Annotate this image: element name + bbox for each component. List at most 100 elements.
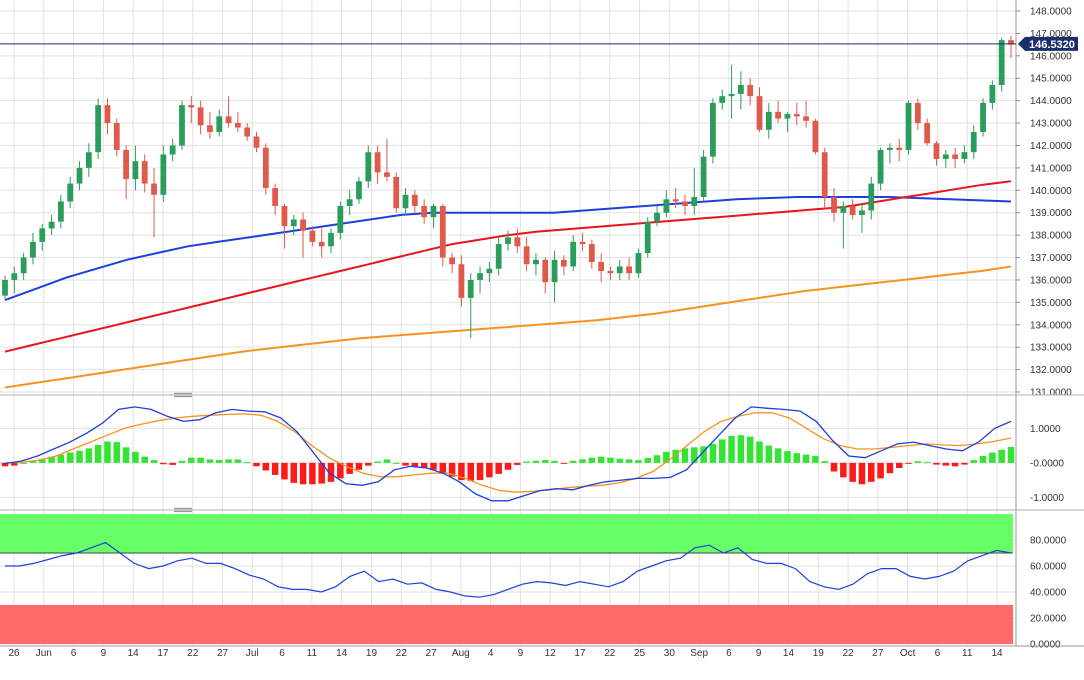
candle-body — [849, 205, 856, 215]
macd-histogram-bar — [253, 462, 260, 467]
current-price-tag — [1018, 36, 1078, 51]
macd-histogram-bar — [569, 460, 577, 463]
x-tick-label: 14 — [783, 648, 795, 659]
macd-histogram-bar — [979, 455, 987, 463]
x-tick-label: 11 — [307, 648, 318, 659]
candle-body — [561, 259, 567, 267]
candle-body — [234, 123, 241, 128]
rsi-zones — [0, 514, 1013, 644]
candle-body — [20, 257, 27, 274]
y-tick-label: 136.0000 — [1030, 275, 1072, 286]
candle-body — [495, 244, 502, 269]
candle-body — [635, 253, 642, 274]
macd-histogram-bar — [66, 452, 74, 463]
candle-body — [85, 152, 92, 168]
candle-body — [253, 136, 260, 148]
candle-body — [58, 201, 64, 222]
candle-body — [877, 149, 884, 184]
candle-body — [104, 105, 111, 124]
macd-histogram-bar — [104, 441, 111, 463]
macd-histogram-bar — [1, 462, 9, 467]
macd-histogram-bar — [402, 462, 409, 466]
candle-body — [793, 114, 800, 117]
y-tick-label: 132.0000 — [1030, 365, 1072, 376]
candle-body — [747, 84, 754, 97]
macd-histogram-bar — [57, 454, 65, 463]
macd-histogram-bar — [765, 445, 773, 463]
macd-histogram-bar — [541, 460, 549, 463]
candle-body — [700, 156, 707, 198]
candle-body — [11, 273, 18, 280]
rsi-tick-label: 0.0000 — [1030, 640, 1061, 651]
candle-body — [95, 105, 102, 153]
y-tick-label: 147.0000 — [1030, 29, 1072, 40]
rsi-oversold-zone — [0, 605, 1013, 644]
macd-histogram-bar — [607, 457, 614, 463]
x-tick-label: Sep — [690, 648, 708, 659]
candle-body — [300, 219, 306, 231]
candle-body — [30, 241, 36, 258]
macd-histogram-bar — [625, 459, 633, 463]
macd-histogram-bar — [318, 462, 325, 484]
x-tick-label: 22 — [842, 648, 854, 659]
x-tick-label: 22 — [604, 648, 616, 659]
candle-body — [654, 212, 660, 222]
x-tick-label: 22 — [187, 648, 199, 659]
candle-body — [467, 279, 474, 298]
candle-body — [402, 194, 409, 209]
candle-body — [737, 84, 744, 94]
x-tick-label: 11 — [962, 648, 973, 659]
macd-histogram-bar — [141, 456, 148, 463]
y-tick-label: 137.0000 — [1030, 253, 1072, 264]
rsi-tick-label: 60.0000 — [1030, 562, 1067, 573]
candle-body — [141, 161, 148, 184]
candle-body — [384, 172, 390, 177]
y-tick-label: 144.0000 — [1030, 96, 1072, 107]
macd-histogram-bar — [523, 461, 530, 463]
macd-histogram-bar — [271, 462, 279, 475]
candle-body — [831, 197, 837, 213]
macd-histogram-bar — [150, 460, 158, 463]
macd-histogram-bar — [132, 451, 139, 463]
candle-body — [942, 154, 949, 159]
macd-histogram-bar — [448, 462, 456, 477]
x-tick-label: 14 — [336, 648, 348, 659]
candle-body — [337, 205, 344, 233]
candle-body — [346, 199, 353, 206]
macd-histogram-bar — [616, 458, 624, 463]
candle-body — [887, 147, 893, 150]
candle-body — [374, 152, 381, 173]
macd-histogram-bar — [784, 451, 791, 463]
candle-body — [533, 259, 539, 265]
candle-body — [328, 232, 334, 247]
macd-tick-label: 1.0000 — [1030, 424, 1061, 435]
macd-histogram-bar — [951, 462, 959, 467]
candle-body — [840, 205, 847, 213]
macd-histogram-bar — [653, 455, 661, 463]
macd-histogram-bar — [821, 461, 828, 463]
macd-histogram-bar — [718, 439, 726, 463]
candle-body — [756, 96, 763, 130]
macd-histogram-bar — [868, 462, 875, 482]
candle-body — [207, 125, 213, 133]
x-tick-label: 30 — [664, 648, 676, 659]
candle-body — [775, 111, 782, 119]
macd-histogram-bar — [262, 462, 270, 471]
x-tick-label: 17 — [574, 648, 586, 659]
macd-histogram-bar — [178, 460, 186, 463]
macd-panel — [1, 406, 1015, 502]
candle-body — [151, 183, 157, 195]
macd-histogram-bar — [793, 453, 801, 463]
macd-signal-line — [4, 406, 1012, 502]
candle-body — [160, 154, 167, 195]
candle-body — [197, 107, 204, 126]
macd-histogram-bar — [514, 462, 521, 465]
candle-body — [262, 147, 269, 189]
candle-body — [579, 241, 586, 245]
macd-histogram-bar — [560, 462, 568, 464]
macd-histogram-bar — [681, 448, 689, 463]
x-tick-label: Oct — [900, 648, 916, 659]
axes: 26 Jun 6 9 14 17 22 27 Jul 6 11 14 19 22 27 Aug 4 9 12 17 22… — [0, 0, 1084, 659]
x-tick-label: 9 — [756, 648, 762, 659]
